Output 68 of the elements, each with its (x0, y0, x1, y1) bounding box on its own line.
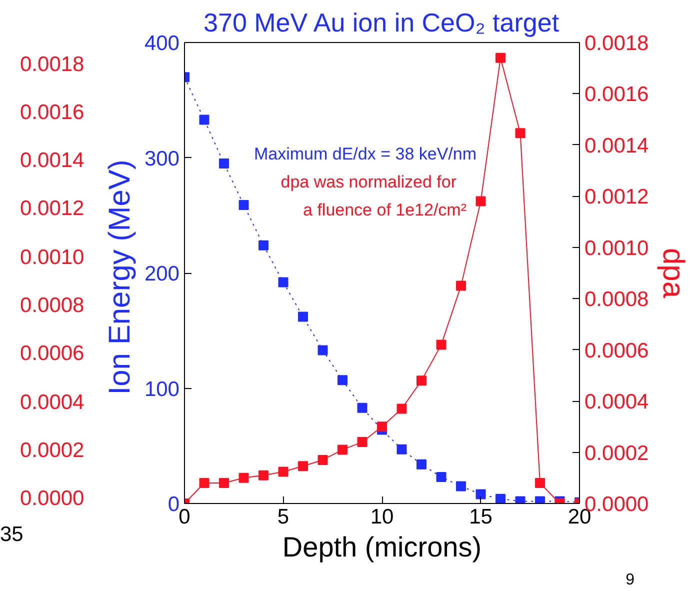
y-tick-label: 200 (144, 262, 180, 286)
y-tick-label: 300 (144, 147, 180, 170)
y2-tick-label: 0.0008 (584, 288, 649, 312)
annotation: dpa was normalized for (280, 172, 457, 192)
text: 0.0006 (20, 342, 84, 366)
point (515, 128, 526, 138)
y2-tick-label: 0.0018 (584, 32, 649, 55)
text: 9 (626, 572, 635, 588)
point (496, 494, 506, 504)
text: 0.0016 (20, 101, 84, 125)
point (396, 444, 407, 454)
x-tick-label: 15 (469, 506, 492, 528)
point (199, 478, 210, 488)
text: 35 (0, 523, 24, 547)
text: 0.0004 (20, 391, 84, 415)
point (298, 461, 308, 472)
point (456, 280, 466, 291)
point (318, 454, 328, 465)
point (476, 489, 486, 500)
text: 0.0000 (20, 487, 84, 511)
text: 0.0010 (20, 246, 84, 270)
point (338, 375, 348, 386)
point (298, 312, 308, 322)
text: 0.0002 (20, 439, 84, 463)
point (238, 200, 249, 210)
y2-tick-label: 0.0016 (584, 83, 649, 106)
x-tick-label: 5 (277, 506, 290, 528)
y2-tick-label: 0.0004 (584, 390, 650, 414)
point (377, 422, 387, 432)
point (219, 158, 229, 169)
point (436, 340, 446, 350)
annotation: a fluence of 1e12/cm² (303, 200, 467, 220)
point (258, 470, 268, 480)
point (318, 345, 328, 356)
point (416, 376, 426, 386)
point (456, 481, 466, 492)
x-tick-label: 10 (370, 506, 394, 528)
annotation: Maximum dE/dx = 38 keV/nm (254, 144, 477, 164)
y2-tick-label: 0.0006 (584, 339, 649, 362)
point (278, 277, 288, 288)
text: 0.0014 (20, 149, 84, 173)
text: 0.0012 (20, 197, 84, 221)
y2-tick-label: 0.0010 (584, 236, 649, 260)
point (535, 478, 545, 488)
point (476, 196, 486, 206)
point (238, 472, 249, 483)
y2-tick-label: 0.0012 (584, 186, 649, 209)
point (436, 472, 446, 482)
point (396, 404, 407, 414)
text: 0.0008 (20, 294, 84, 318)
point (219, 478, 229, 488)
point (258, 240, 268, 250)
y-tick-label: 400 (144, 32, 180, 55)
point (416, 459, 426, 470)
y-tick-label: 100 (144, 378, 180, 401)
y-axis-title: Ion Energy (MeV) (103, 160, 136, 395)
y2-tick-label: 0.0002 (584, 442, 649, 465)
chart-title: 370 MeV Au ion in CeO₂ target (204, 8, 560, 38)
text: 0.0018 (20, 53, 84, 77)
y2-axis-title: dpa (656, 248, 690, 298)
y2-tick-label: 0.0014 (584, 134, 650, 158)
point (278, 466, 288, 477)
point (338, 444, 348, 455)
x-axis-title: Depth (microns) (282, 532, 482, 562)
point (496, 52, 506, 63)
point (357, 402, 368, 413)
point (199, 114, 210, 125)
point (357, 437, 368, 448)
